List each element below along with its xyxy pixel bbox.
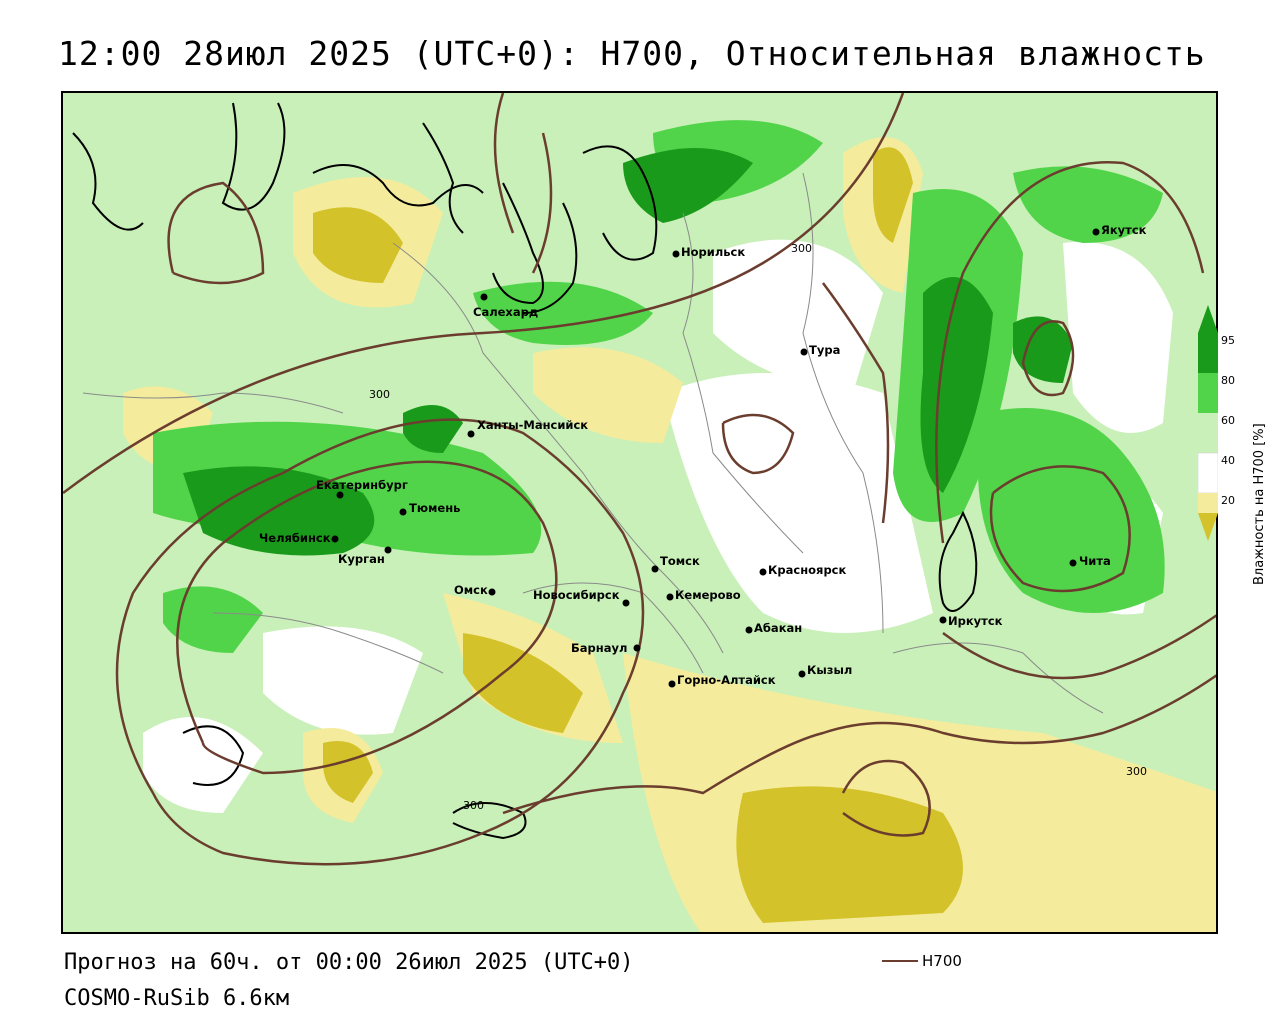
city-kurgan: Курган: [338, 546, 392, 566]
model-name: COSMO-RuSib 6.6км: [64, 986, 290, 1011]
svg-text:Ханты-Мансийск: Ханты-Мансийск: [477, 418, 588, 432]
city-chita: Чита: [1069, 554, 1111, 568]
h700-contours: [63, 93, 1216, 866]
city-yakutsk: Якутск: [1092, 223, 1147, 237]
city-krasnoyarsk: Красноярск: [759, 563, 846, 577]
svg-text:Норильск: Норильск: [681, 245, 745, 259]
svg-text:Горно-Алтайск: Горно-Алтайск: [677, 673, 776, 687]
city-yekaterinburg: Екатеринбург: [316, 478, 408, 499]
city-kyzyl: Кызыл: [798, 663, 852, 678]
svg-text:Барнаул: Барнаул: [571, 641, 627, 655]
svg-text:Кемерово: Кемерово: [675, 588, 741, 602]
svg-text:Якутск: Якутск: [1101, 223, 1147, 237]
contour-labels: 300 300 300 300: [369, 242, 1147, 812]
city-tomsk: Томск: [651, 554, 700, 573]
city-markers: Норильск Салехард Тура Якутск Ханты-Манс…: [259, 223, 1147, 688]
contour-label: 300: [791, 242, 812, 255]
contour-legend: H700: [882, 952, 962, 970]
svg-text:Тюмень: Тюмень: [409, 501, 460, 515]
svg-text:Кызыл: Кызыл: [807, 663, 852, 677]
svg-text:Иркутск: Иркутск: [948, 614, 1003, 628]
svg-text:Томск: Томск: [660, 554, 700, 568]
city-omsk: Омск: [454, 583, 496, 597]
forecast-info: Прогноз на 60ч. от 00:00 26июл 2025 (UTC…: [64, 950, 634, 975]
contour-label: 300: [463, 799, 484, 812]
city-tura: Тура: [800, 343, 840, 357]
city-irkutsk: Иркутск: [939, 614, 1003, 628]
map-canvas: 300 300 300 300 Норильск Салехард Тура Я…: [63, 93, 1216, 932]
colorbar-tick: 95: [1221, 334, 1235, 347]
city-khanty-mansiysk: Ханты-Мансийск: [467, 418, 588, 438]
humidity-colorbar: [1198, 305, 1218, 541]
svg-text:Салехард: Салехард: [473, 305, 538, 319]
svg-text:Екатеринбург: Екатеринбург: [316, 478, 408, 492]
contour-label: 300: [1126, 765, 1147, 778]
svg-text:Омск: Омск: [454, 583, 488, 597]
city-norilsk: Норильск: [672, 245, 745, 259]
colorbar-title: Влажность на H700 [%]: [1252, 423, 1267, 585]
contour-label: 300: [369, 388, 390, 401]
city-novosibirsk: Новосибирск: [533, 588, 630, 607]
svg-text:Чита: Чита: [1079, 554, 1111, 568]
coastline: [72, 102, 978, 840]
colorbar-tick: 80: [1221, 374, 1235, 387]
contour-legend-swatch: [882, 960, 918, 962]
svg-text:Новосибирск: Новосибирск: [533, 588, 620, 602]
city-abakan: Абакан: [745, 621, 802, 635]
humidity-field: [63, 93, 1216, 932]
city-salekhard: Салехард: [473, 293, 538, 319]
city-chelyabinsk: Челябинск: [259, 531, 339, 545]
svg-text:Тура: Тура: [809, 343, 840, 357]
contour-legend-label: H700: [922, 952, 962, 970]
map-title: 12:00 28июл 2025 (UTC+0): H700, Относите…: [58, 34, 1206, 73]
weather-map[interactable]: 300 300 300 300 Норильск Салехард Тура Я…: [61, 91, 1218, 934]
city-tyumen: Тюмень: [399, 501, 460, 516]
city-kemerovo: Кемерово: [666, 588, 741, 602]
svg-text:Курган: Курган: [338, 552, 385, 566]
colorbar-tick: 40: [1221, 454, 1235, 467]
svg-text:Абакан: Абакан: [754, 621, 802, 635]
city-gorno-altaysk: Горно-Алтайск: [668, 673, 776, 688]
svg-text:Красноярск: Красноярск: [768, 563, 846, 577]
svg-text:Челябинск: Челябинск: [259, 531, 331, 545]
city-barnaul: Барнаул: [571, 641, 641, 655]
colorbar-tick: 60: [1221, 414, 1235, 427]
colorbar-tick: 20: [1221, 494, 1235, 507]
